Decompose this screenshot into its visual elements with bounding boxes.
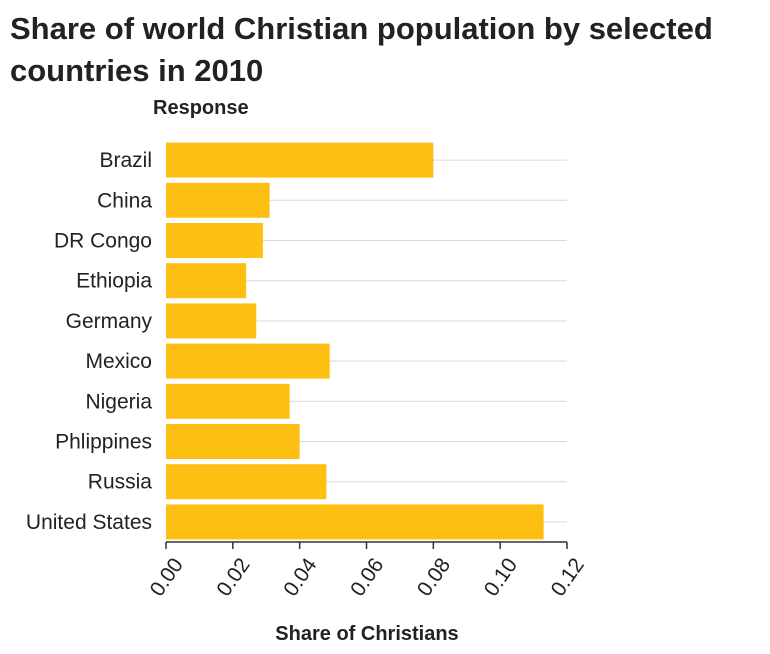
bar-united-states <box>166 504 544 540</box>
category-label: Brazil <box>99 149 152 172</box>
category-label: Phlippines <box>55 431 152 454</box>
category-label: Russia <box>88 471 153 494</box>
bar-china <box>166 182 270 218</box>
x-tick-label: 0.12 <box>547 554 589 601</box>
x-tick-label: 0.06 <box>346 554 388 601</box>
category-label: Nigeria <box>85 390 152 413</box>
bar-dr-congo <box>166 223 263 258</box>
bar-germany <box>166 303 257 339</box>
x-axis-title: Share of Christians <box>275 623 458 645</box>
x-tick-label: 0.04 <box>279 554 321 601</box>
bar-ethiopia <box>166 263 247 299</box>
category-label: DR Congo <box>54 230 152 253</box>
category-label: Mexico <box>85 350 152 373</box>
x-axis: 0.00 0.02 0.04 0.06 0.08 0.10 0.12 <box>146 541 589 601</box>
category-label: Germany <box>66 310 153 333</box>
category-label: United States <box>26 511 152 534</box>
y-axis-title: Response <box>153 97 249 119</box>
bar-mexico <box>166 343 330 379</box>
category-label: China <box>97 189 152 212</box>
category-label: Ethiopia <box>76 270 152 293</box>
bars <box>166 142 544 540</box>
x-tick-label: 0.08 <box>413 554 455 601</box>
x-tick-label: 0.02 <box>212 554 254 601</box>
x-tick-label: 0.10 <box>480 554 522 601</box>
category-labels: Brazil China DR Congo Ethiopia Germany Mexico… <box>26 149 153 534</box>
bar-phlippines <box>166 424 300 459</box>
bar-nigeria <box>166 383 290 419</box>
x-tick-label: 0.00 <box>146 554 188 601</box>
bar-brazil <box>166 142 434 178</box>
chart-title: Share of world Christian population by s… <box>10 11 713 88</box>
bar-russia <box>166 464 327 500</box>
